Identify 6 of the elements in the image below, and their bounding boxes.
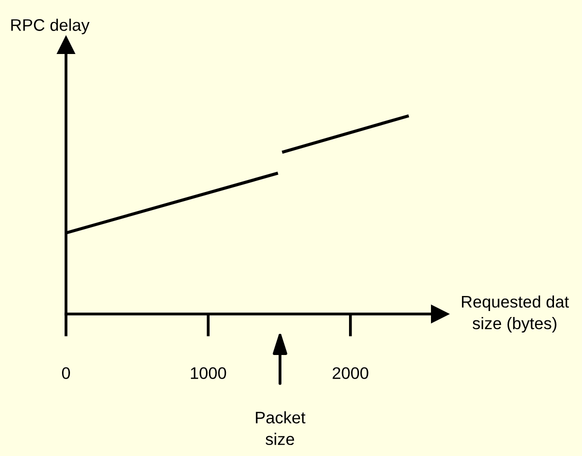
x-tick-label: 2000 — [332, 367, 368, 380]
x-tick-label: 1000 — [190, 367, 226, 380]
x-tick-label: 0 — [62, 367, 70, 380]
x-axis-title: Requested dat size (bytes) — [462, 295, 569, 333]
y-axis-title: RPC delay — [11, 18, 90, 34]
text: Packet size — [256, 411, 306, 446]
